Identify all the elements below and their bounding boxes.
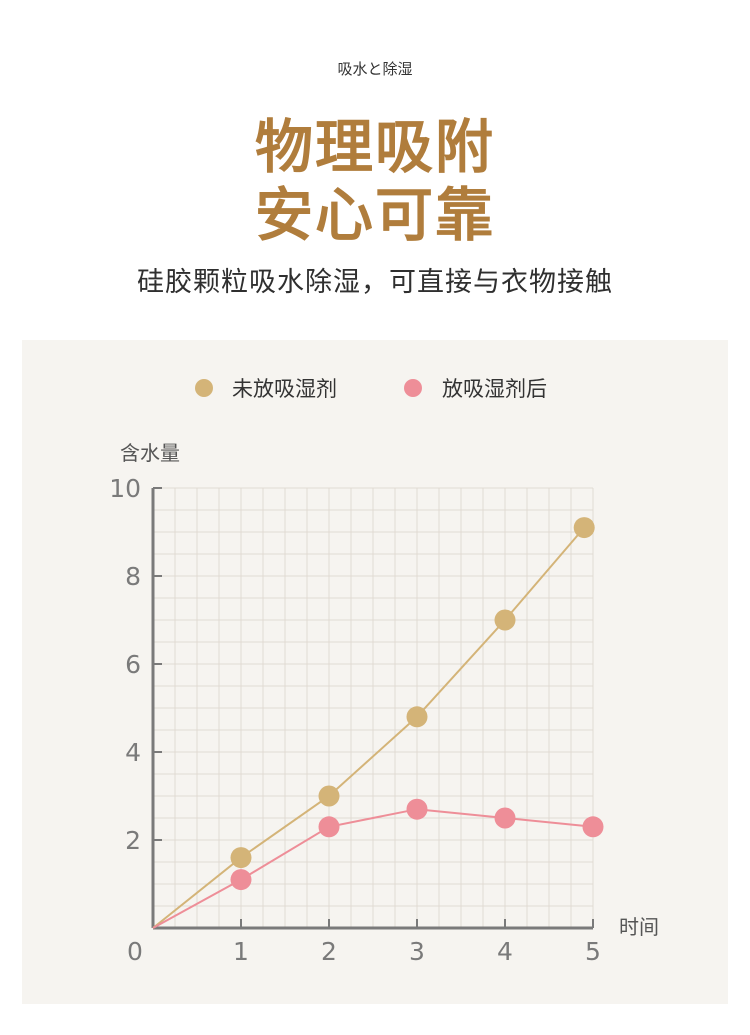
legend: 未放吸湿剂 放吸湿剂后 [195, 377, 547, 401]
chart-panel: 未放吸湿剂 放吸湿剂后 2 4 6 8 10 0 1 2 3 4 5 含水量时间 [22, 340, 728, 1004]
series-1-point [573, 517, 595, 539]
x-tick-label: 4 [497, 937, 513, 966]
headline-line-2: 安心可靠 [254, 181, 495, 249]
series-line-2 [152, 808, 594, 929]
subtitle: 硅胶颗粒吸水除湿，可直接与衣物接触 [137, 267, 613, 298]
y-tick-label: 4 [125, 738, 141, 767]
x-tick-label: 1 [233, 937, 249, 966]
series-line-1 [152, 526, 585, 929]
axis-layer [151, 487, 594, 930]
y-tick-label: 2 [125, 826, 141, 855]
series-1-point [406, 706, 428, 728]
legend-swatch-2 [404, 379, 422, 397]
series-2-point [406, 798, 428, 820]
legend-label-2: 放吸湿剂后 [442, 377, 547, 401]
legend-label-1: 未放吸湿剂 [232, 377, 337, 401]
section-kicker: 吸水と除湿 [337, 60, 413, 78]
x-tick-label: 0 [127, 937, 143, 966]
series-2-point [582, 816, 604, 838]
grid-layer [152, 487, 594, 929]
series-2-point [494, 807, 516, 829]
legend-swatch-1 [195, 379, 213, 397]
x-tick-label: 3 [409, 937, 425, 966]
x-axis-title: 时间 [619, 915, 659, 939]
headline-line-1: 物理吸附 [254, 113, 495, 181]
series-2-point [318, 816, 340, 838]
y-tick-label: 6 [125, 650, 141, 679]
y-tick-label: 8 [125, 562, 141, 591]
y-tick-label: 10 [109, 474, 141, 503]
series-1-point [318, 785, 340, 807]
series-1-point [230, 847, 252, 869]
y-axis-title: 含水量 [120, 441, 180, 465]
series-1-point [494, 609, 516, 631]
x-tick-label: 5 [585, 937, 601, 966]
series-2-point [230, 869, 252, 891]
series-layer [152, 517, 604, 929]
x-tick-label: 2 [321, 937, 337, 966]
